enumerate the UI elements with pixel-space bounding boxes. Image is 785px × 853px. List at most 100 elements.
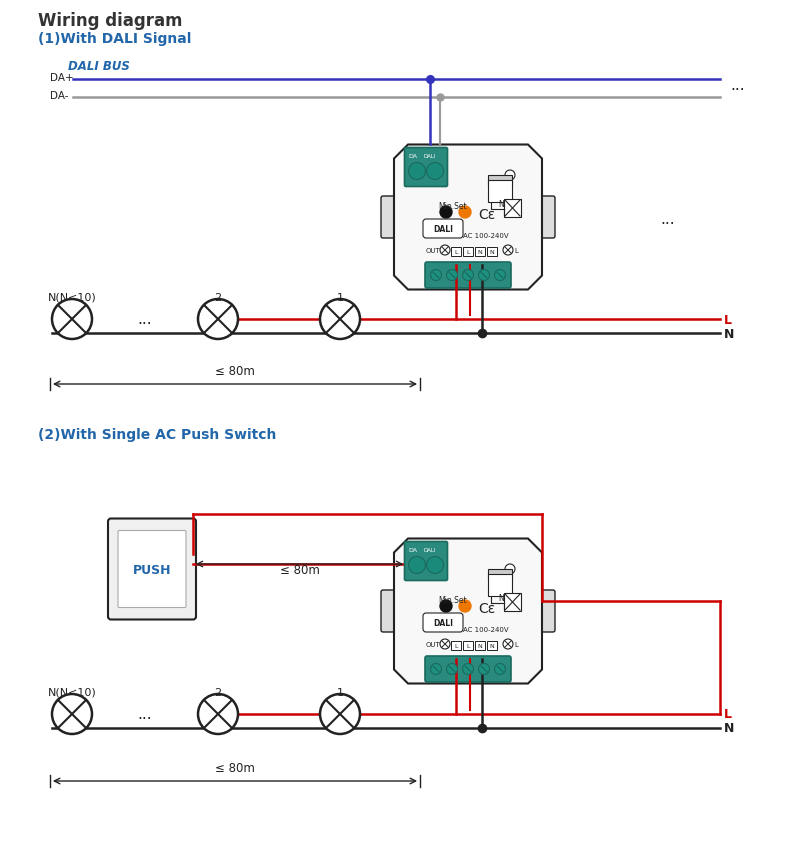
Text: L: L bbox=[466, 250, 469, 255]
FancyBboxPatch shape bbox=[451, 247, 461, 257]
Text: Min.Set: Min.Set bbox=[438, 595, 466, 604]
Text: 1: 1 bbox=[337, 293, 344, 303]
Text: DALI: DALI bbox=[424, 548, 436, 553]
Text: DA: DA bbox=[408, 548, 417, 553]
Circle shape bbox=[505, 171, 515, 181]
FancyBboxPatch shape bbox=[487, 247, 497, 257]
Text: L: L bbox=[455, 250, 458, 255]
FancyBboxPatch shape bbox=[488, 574, 512, 596]
FancyBboxPatch shape bbox=[451, 641, 461, 650]
Text: 1: 1 bbox=[337, 688, 344, 697]
FancyBboxPatch shape bbox=[423, 613, 463, 632]
FancyBboxPatch shape bbox=[488, 569, 512, 579]
Circle shape bbox=[440, 206, 452, 218]
Text: N: N bbox=[490, 643, 495, 648]
Text: N: N bbox=[498, 200, 504, 209]
Text: ...: ... bbox=[660, 212, 674, 227]
Circle shape bbox=[479, 664, 490, 675]
Circle shape bbox=[198, 299, 238, 339]
Text: OUT: OUT bbox=[426, 247, 440, 253]
Circle shape bbox=[408, 557, 425, 574]
Circle shape bbox=[459, 206, 471, 218]
Text: L: L bbox=[466, 643, 469, 648]
Text: N(N<10): N(N<10) bbox=[48, 688, 97, 697]
FancyBboxPatch shape bbox=[425, 263, 511, 288]
Text: 2: 2 bbox=[214, 688, 221, 697]
Text: ≤ 80m: ≤ 80m bbox=[215, 761, 255, 774]
Circle shape bbox=[462, 270, 473, 281]
Circle shape bbox=[52, 694, 92, 734]
Text: N(N<10): N(N<10) bbox=[48, 293, 97, 303]
FancyBboxPatch shape bbox=[463, 641, 473, 650]
FancyBboxPatch shape bbox=[539, 590, 555, 632]
Circle shape bbox=[430, 270, 441, 281]
Text: L: L bbox=[724, 708, 732, 721]
Circle shape bbox=[462, 664, 473, 675]
Text: AC 100-240V: AC 100-240V bbox=[463, 626, 509, 632]
Circle shape bbox=[408, 163, 425, 180]
Text: ...: ... bbox=[137, 312, 152, 327]
Circle shape bbox=[52, 299, 92, 339]
FancyBboxPatch shape bbox=[539, 197, 555, 239]
Text: DALI: DALI bbox=[433, 225, 453, 235]
Text: DALI: DALI bbox=[433, 618, 453, 628]
Text: ...: ... bbox=[730, 78, 745, 93]
Text: N: N bbox=[490, 250, 495, 255]
Text: (1)With DALI Signal: (1)With DALI Signal bbox=[38, 32, 192, 46]
FancyBboxPatch shape bbox=[423, 220, 463, 239]
Text: N: N bbox=[498, 594, 504, 602]
Circle shape bbox=[426, 163, 444, 180]
Circle shape bbox=[459, 601, 471, 612]
Circle shape bbox=[503, 246, 513, 256]
Text: DA: DA bbox=[408, 154, 417, 159]
Text: N: N bbox=[724, 722, 735, 734]
FancyBboxPatch shape bbox=[475, 641, 485, 650]
Circle shape bbox=[430, 664, 441, 675]
FancyBboxPatch shape bbox=[118, 531, 186, 608]
FancyBboxPatch shape bbox=[108, 519, 196, 620]
Text: DA-: DA- bbox=[50, 91, 68, 101]
Text: N: N bbox=[477, 643, 482, 648]
Circle shape bbox=[503, 639, 513, 649]
Text: L: L bbox=[514, 247, 518, 253]
FancyBboxPatch shape bbox=[487, 641, 497, 650]
Text: Cε: Cε bbox=[478, 601, 495, 615]
Text: PUSH: PUSH bbox=[133, 563, 171, 576]
Text: DALI BUS: DALI BUS bbox=[68, 60, 130, 73]
FancyBboxPatch shape bbox=[425, 656, 511, 682]
Text: N: N bbox=[477, 250, 482, 255]
Text: ...: ... bbox=[137, 706, 152, 722]
Text: L: L bbox=[455, 643, 458, 648]
Circle shape bbox=[495, 664, 506, 675]
Text: L: L bbox=[724, 313, 732, 326]
Text: L: L bbox=[514, 641, 518, 647]
FancyBboxPatch shape bbox=[504, 200, 521, 218]
Polygon shape bbox=[394, 145, 542, 290]
Circle shape bbox=[447, 664, 458, 675]
Text: ≤ 80m: ≤ 80m bbox=[215, 364, 255, 378]
FancyBboxPatch shape bbox=[463, 247, 473, 257]
Circle shape bbox=[320, 299, 360, 339]
Text: AC 100-240V: AC 100-240V bbox=[463, 233, 509, 239]
FancyBboxPatch shape bbox=[381, 197, 397, 239]
Text: N: N bbox=[724, 327, 735, 340]
Text: 2: 2 bbox=[214, 293, 221, 303]
Circle shape bbox=[320, 694, 360, 734]
Circle shape bbox=[447, 270, 458, 281]
FancyBboxPatch shape bbox=[404, 148, 447, 188]
Circle shape bbox=[479, 270, 490, 281]
Circle shape bbox=[426, 557, 444, 574]
Polygon shape bbox=[394, 539, 542, 684]
Text: OUT: OUT bbox=[426, 641, 440, 647]
Text: DA+: DA+ bbox=[50, 73, 74, 83]
Text: ≤ 80m: ≤ 80m bbox=[279, 563, 319, 577]
Circle shape bbox=[440, 246, 450, 256]
Text: Wiring diagram: Wiring diagram bbox=[38, 12, 182, 30]
FancyBboxPatch shape bbox=[475, 247, 485, 257]
Circle shape bbox=[495, 270, 506, 281]
FancyBboxPatch shape bbox=[404, 542, 447, 581]
FancyBboxPatch shape bbox=[381, 590, 397, 632]
FancyBboxPatch shape bbox=[488, 176, 512, 186]
Circle shape bbox=[440, 601, 452, 612]
FancyBboxPatch shape bbox=[504, 594, 521, 612]
